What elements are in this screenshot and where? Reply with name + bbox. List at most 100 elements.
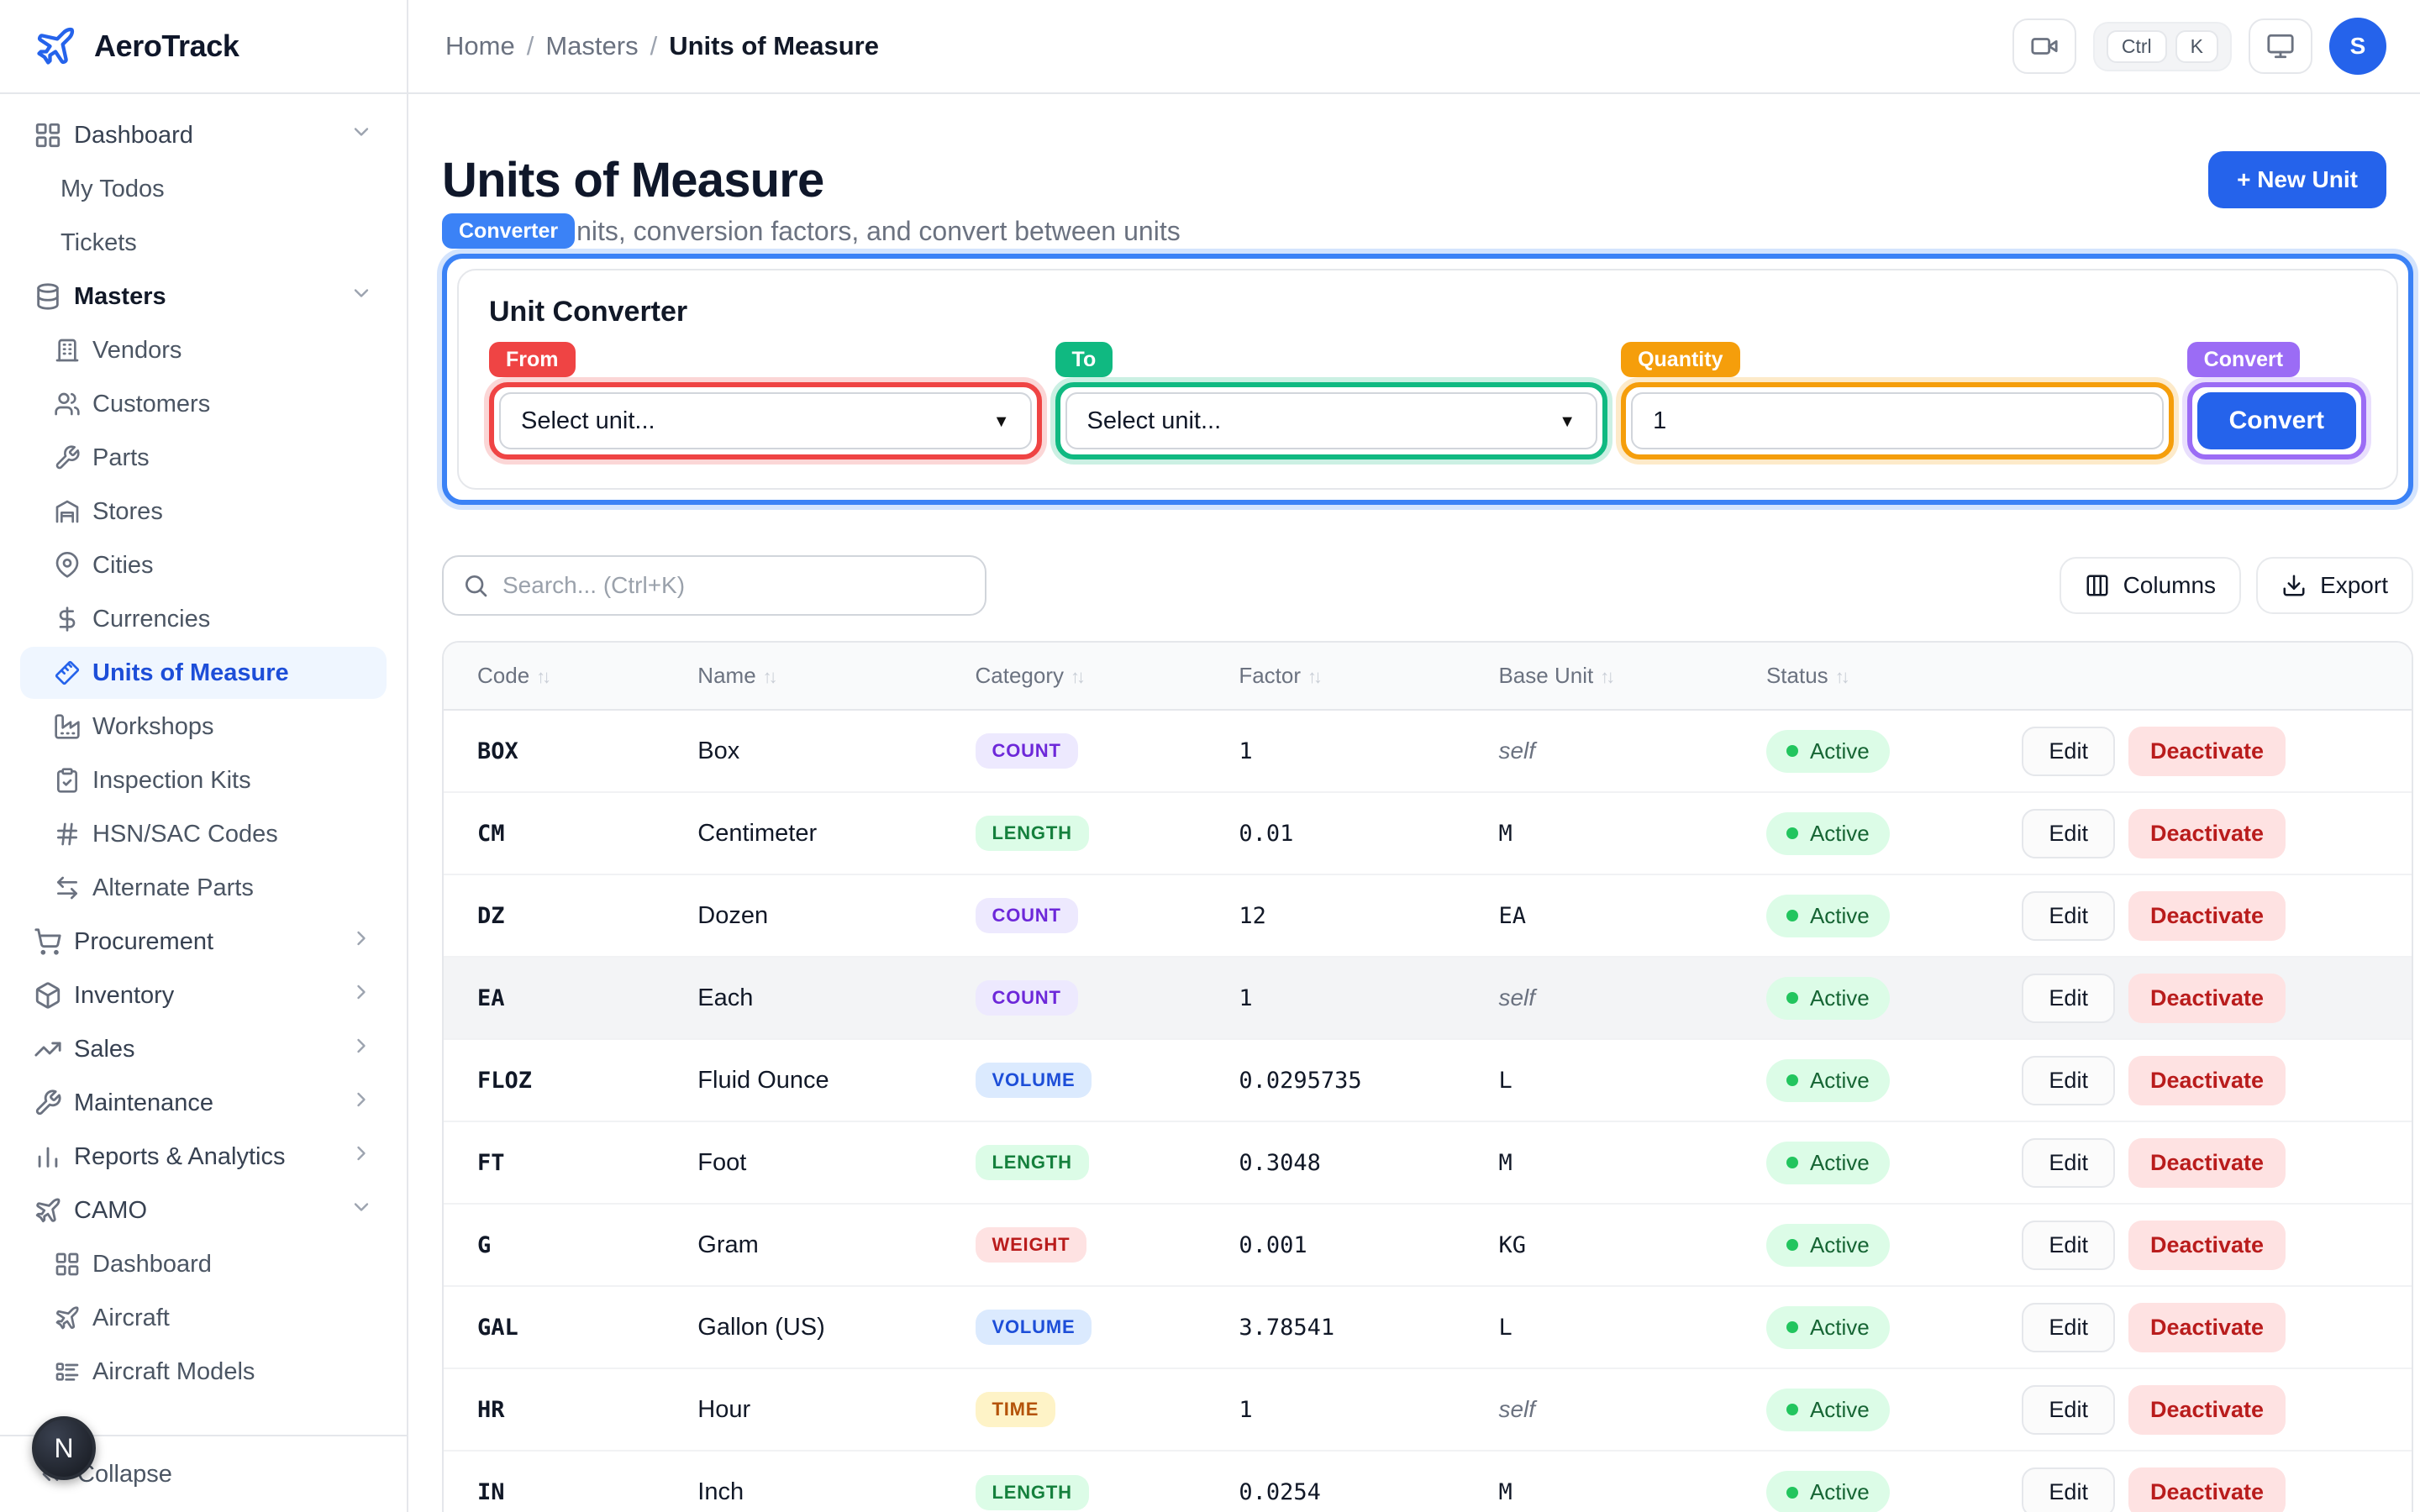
sidebar-item-alternate-parts[interactable]: Alternate Parts [20, 862, 387, 914]
status-dot-icon [1786, 1404, 1798, 1415]
sidebar-item-vendors[interactable]: Vendors [20, 324, 387, 376]
edit-button[interactable]: Edit [2022, 1467, 2115, 1512]
column-header-factor[interactable]: Factor ↑↓ [1205, 643, 1465, 711]
status-dot-icon [1786, 1074, 1798, 1086]
category-badge: LENGTH [975, 1474, 1089, 1510]
sidebar-item-sales[interactable]: Sales [20, 1023, 387, 1075]
keyboard-shortcut-pill[interactable]: Ctrl K [2092, 21, 2232, 71]
quantity-input[interactable] [1631, 392, 2164, 449]
sidebar-item-maintenance[interactable]: Maintenance [20, 1077, 387, 1129]
cell-status: Active [1733, 1039, 1988, 1121]
status-dot-icon [1786, 1486, 1798, 1499]
cell-category: COUNT [942, 957, 1206, 1039]
sidebar-item-procurement[interactable]: Procurement [20, 916, 387, 968]
sidebar-item-aircraft-models[interactable]: Aircraft Models [20, 1346, 387, 1398]
chevron-down-icon [350, 1195, 373, 1226]
sidebar-collapse-button[interactable]: Collapse [0, 1435, 407, 1512]
edit-button[interactable]: Edit [2022, 1220, 2115, 1270]
cell-base-unit: M [1498, 1149, 1512, 1176]
deactivate-button[interactable]: Deactivate [2128, 726, 2286, 776]
deactivate-button[interactable]: Deactivate [2128, 890, 2286, 941]
sidebar-item-dashboard[interactable]: Dashboard [20, 1238, 387, 1290]
breadcrumb-masters[interactable]: Masters [545, 31, 639, 60]
key-k: K [2175, 29, 2218, 63]
deactivate-button[interactable]: Deactivate [2128, 1302, 2286, 1352]
edit-button[interactable]: Edit [2022, 973, 2115, 1023]
sidebar-item-aircraft[interactable]: Aircraft [20, 1292, 387, 1344]
sort-icon: ↑↓ [1834, 666, 1850, 687]
notification-bubble[interactable]: N [32, 1416, 96, 1480]
sidebar-item-camo[interactable]: CAMO [20, 1184, 387, 1236]
deactivate-button[interactable]: Deactivate [2128, 1137, 2286, 1188]
convert-button[interactable]: Convert [2196, 392, 2356, 449]
edit-button[interactable]: Edit [2022, 1137, 2115, 1188]
status-dot-icon [1786, 1157, 1798, 1168]
table-row-dz: DZ Dozen COUNT 12 EA Active Edit Deactivate [444, 874, 2412, 957]
edit-button[interactable]: Edit [2022, 1055, 2115, 1105]
edit-button[interactable]: Edit [2022, 890, 2115, 941]
sidebar-item-tickets[interactable]: Tickets [20, 217, 387, 269]
sidebar-item-label: Stores [92, 497, 163, 525]
sidebar-item-dashboard[interactable]: Dashboard [20, 109, 387, 161]
sidebar-item-currencies[interactable]: Currencies [20, 593, 387, 645]
column-header-category[interactable]: Category ↑↓ [941, 643, 1206, 711]
column-header-base-unit[interactable]: Base Unit ↑↓ [1465, 643, 1733, 711]
columns-button[interactable]: Columns [2059, 557, 2242, 614]
cell-category: TIME [942, 1368, 1206, 1451]
edit-button[interactable]: Edit [2022, 808, 2115, 858]
edit-button[interactable]: Edit [2022, 1302, 2115, 1352]
sidebar-item-cities[interactable]: Cities [20, 539, 387, 591]
sidebar-item-inspection-kits[interactable]: Inspection Kits [20, 754, 387, 806]
sidebar-item-my-todos[interactable]: My Todos [20, 163, 387, 215]
deactivate-button[interactable]: Deactivate [2128, 1384, 2286, 1435]
sidebar-item-customers[interactable]: Customers [20, 378, 387, 430]
category-badge: LENGTH [975, 816, 1089, 851]
search-input[interactable] [502, 572, 966, 599]
search-box[interactable] [442, 555, 986, 616]
clipboard-icon [54, 767, 81, 794]
sidebar-item-label: Dashboard [74, 121, 193, 149]
search-icon [462, 572, 489, 599]
display-mode-button[interactable] [2249, 18, 2312, 74]
sidebar-item-inventory[interactable]: Inventory [20, 969, 387, 1021]
to-unit-select[interactable]: Select unit... [1065, 392, 1598, 449]
annotation-convert-badge: Convert [2186, 342, 2301, 377]
sidebar-item-workshops[interactable]: Workshops [20, 701, 387, 753]
sort-icon: ↑↓ [1071, 666, 1086, 687]
deactivate-button[interactable]: Deactivate [2128, 808, 2286, 858]
sidebar-item-reports-analytics[interactable]: Reports & Analytics [20, 1131, 387, 1183]
breadcrumb-separator: / [526, 31, 534, 60]
edit-button[interactable]: Edit [2022, 726, 2115, 776]
convert-button-wrapper: Convert Convert [2186, 342, 2366, 459]
new-unit-button[interactable]: + New Unit [2208, 151, 2386, 208]
table-row-ft: FT Foot LENGTH 0.3048 M Active Edit Deactivate [444, 1121, 2412, 1204]
screen-record-button[interactable] [2012, 18, 2076, 74]
table-header-row: Code ↑↓ Name ↑↓ Category ↑↓ Factor ↑↓ Base Unit ↑… [444, 643, 2412, 711]
edit-button[interactable]: Edit [2022, 1384, 2115, 1435]
column-header-code[interactable]: Code ↑↓ [444, 643, 665, 711]
deactivate-button[interactable]: Deactivate [2128, 1467, 2286, 1512]
sidebar-item-parts[interactable]: Parts [20, 432, 387, 484]
map-pin-icon [54, 552, 81, 579]
sidebar-item-label: Tickets [60, 228, 137, 256]
chevron-down-icon [350, 120, 373, 150]
sidebar-item-stores[interactable]: Stores [20, 486, 387, 538]
deactivate-button[interactable]: Deactivate [2128, 973, 2286, 1023]
export-button[interactable]: Export [2256, 557, 2413, 614]
column-label: Code [477, 663, 530, 688]
cell-actions: Edit Deactivate [1988, 1286, 2412, 1368]
cell-code: G [477, 1231, 492, 1258]
deactivate-button[interactable]: Deactivate [2128, 1220, 2286, 1270]
column-header-status[interactable]: Status ↑↓ [1732, 643, 1989, 711]
sidebar-item-units-of-measure[interactable]: Units of Measure [20, 647, 387, 699]
monitor-icon [2266, 32, 2295, 60]
from-unit-select[interactable]: Select unit... [499, 392, 1032, 449]
deactivate-button[interactable]: Deactivate [2128, 1055, 2286, 1105]
user-avatar[interactable]: S [2329, 18, 2386, 75]
sidebar-item-masters[interactable]: Masters [20, 270, 387, 323]
table-row-in: IN Inch LENGTH 0.0254 M Active Edit Deactivate [444, 1451, 2412, 1512]
breadcrumb-home[interactable]: Home [445, 31, 515, 60]
sidebar-item-hsn-sac-codes[interactable]: HSN/SAC Codes [20, 808, 387, 860]
column-header-name[interactable]: Name ↑↓ [664, 643, 942, 711]
cell-code: HR [477, 1396, 505, 1423]
